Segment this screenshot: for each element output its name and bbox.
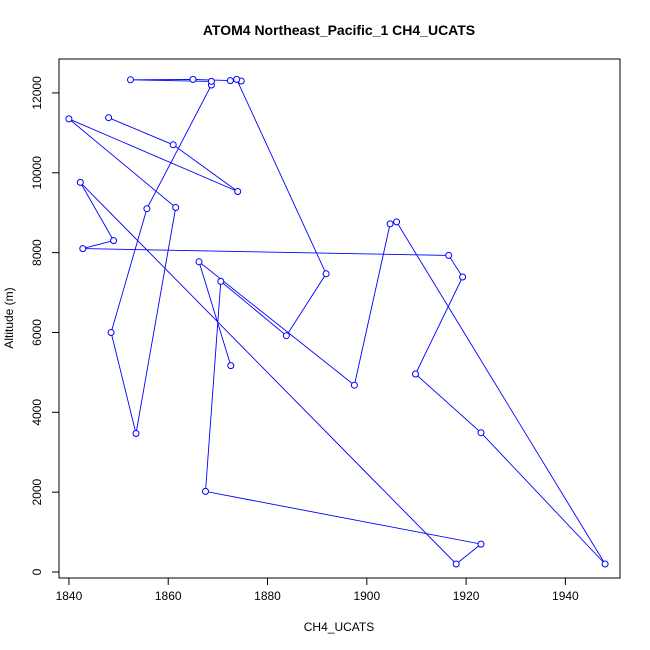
y-tick-label: 2000 xyxy=(30,478,44,505)
x-tick-label: 1860 xyxy=(155,589,182,603)
data-point xyxy=(386,220,394,228)
y-tick-label: 8000 xyxy=(30,239,44,266)
data-point xyxy=(105,114,113,122)
data-point xyxy=(65,115,73,123)
data-point xyxy=(195,258,203,266)
plot-frame xyxy=(58,58,621,579)
series-line xyxy=(68,78,606,565)
data-point xyxy=(127,76,134,84)
data-point xyxy=(393,218,401,226)
data-point xyxy=(202,487,209,495)
data-point xyxy=(412,370,419,378)
data-point xyxy=(601,560,609,568)
y-axis: 0 2000 4000 6000 8000 10000 12000 xyxy=(30,76,59,575)
x-tick-label: 1880 xyxy=(254,589,281,603)
data-point xyxy=(452,560,460,568)
data-point xyxy=(76,178,84,186)
y-tick-label: 12000 xyxy=(30,76,44,110)
data-point xyxy=(189,75,197,83)
data-point xyxy=(132,430,140,437)
y-tick-label: 6000 xyxy=(30,319,44,346)
data-point xyxy=(79,245,87,253)
data-point xyxy=(217,277,225,285)
series-line-group xyxy=(68,78,606,565)
y-tick-label: 10000 xyxy=(30,156,44,190)
data-point xyxy=(234,188,242,195)
x-tick-label: 1840 xyxy=(56,589,83,603)
y-tick-label: 4000 xyxy=(30,399,44,426)
y-axis-label: Altitude (m) xyxy=(2,287,16,348)
x-axis-label: CH4_UCATS xyxy=(304,620,374,634)
y-tick-label: 0 xyxy=(30,568,44,575)
chart-title: ATOM4 Northeast_Pacific_1 CH4_UCATS xyxy=(203,22,475,38)
data-point xyxy=(143,205,151,213)
data-point xyxy=(207,77,215,85)
data-point xyxy=(226,77,234,85)
data-point xyxy=(477,540,485,548)
data-point xyxy=(282,332,290,340)
data-point xyxy=(172,204,180,211)
data-point xyxy=(110,237,118,245)
data-point xyxy=(350,381,358,389)
data-point xyxy=(107,329,115,336)
data-point xyxy=(169,141,177,149)
data-point xyxy=(459,273,467,281)
data-point xyxy=(477,429,485,437)
x-tick-label: 1920 xyxy=(453,589,480,603)
data-points-group xyxy=(65,75,609,568)
x-tick-label: 1900 xyxy=(353,589,380,603)
data-point xyxy=(227,362,235,370)
data-point xyxy=(322,270,330,278)
x-tick-label: 1940 xyxy=(552,589,579,603)
data-point xyxy=(445,251,453,259)
data-point xyxy=(233,75,241,83)
x-axis: 1840 1860 1880 1900 1920 1940 xyxy=(56,578,579,603)
